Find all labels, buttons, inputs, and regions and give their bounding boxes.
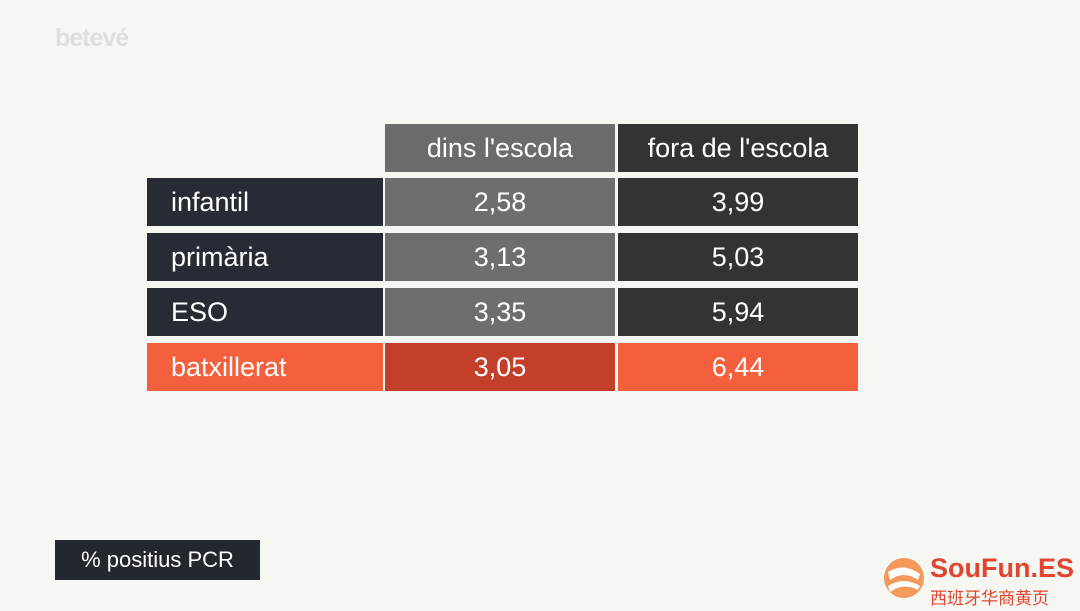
row-label: ESO (147, 288, 383, 336)
footer-label: % positius PCR (55, 540, 260, 580)
watermark-subtitle: 西班牙华商黄页 (930, 589, 1049, 608)
column-header: fora de l'escola (618, 124, 858, 172)
table-cell: 3,35 (385, 288, 615, 336)
table-cell: 5,94 (618, 288, 858, 336)
row-label: infantil (147, 178, 383, 226)
logo: betevé (55, 24, 129, 52)
table-cell: 2,58 (385, 178, 615, 226)
watermark-brand: SouFun.ES (930, 553, 1074, 583)
table-cell: 3,05 (385, 343, 615, 391)
table-cell: 3,99 (618, 178, 858, 226)
column-header: dins l'escola (385, 124, 615, 172)
watermark-icon (884, 558, 924, 598)
row-label: primària (147, 233, 383, 281)
table-cell: 3,13 (385, 233, 615, 281)
row-label: batxillerat (147, 343, 383, 391)
table-cell: 6,44 (618, 343, 858, 391)
table-cell: 5,03 (618, 233, 858, 281)
